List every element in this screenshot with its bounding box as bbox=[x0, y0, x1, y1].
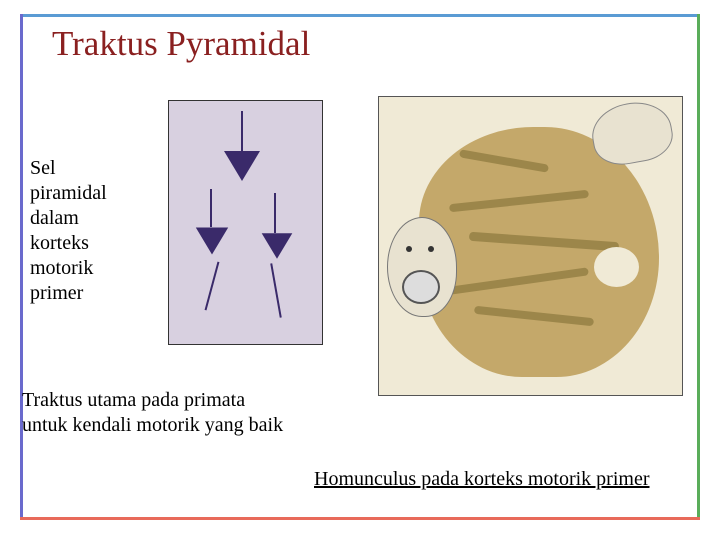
dendrite-icon bbox=[205, 262, 220, 311]
sulcus-icon bbox=[469, 232, 619, 251]
slide: Traktus Pyramidal Sel piramidal dalam ko… bbox=[0, 0, 720, 540]
left-caption: Sel piramidal dalam korteks motorik prim… bbox=[30, 156, 140, 306]
white-matter-icon bbox=[594, 247, 639, 287]
homunculus-hand-icon bbox=[587, 97, 676, 170]
homunculus-face-icon bbox=[387, 217, 457, 317]
pyramidal-cells-image bbox=[168, 100, 323, 345]
pyramidal-cell-icon bbox=[262, 233, 293, 259]
dendrite-icon bbox=[274, 193, 276, 233]
pyramidal-cell-icon bbox=[224, 151, 260, 181]
pyramidal-cell-icon bbox=[196, 228, 228, 255]
dendrite-icon bbox=[210, 189, 212, 227]
border-top bbox=[20, 14, 700, 17]
mid-caption: Traktus utama pada primata untuk kendali… bbox=[22, 388, 372, 438]
mouth-icon bbox=[402, 270, 440, 304]
border-left bbox=[20, 14, 23, 520]
homunculus-brain-image bbox=[378, 96, 683, 396]
sulcus-icon bbox=[449, 190, 589, 213]
sulcus-icon bbox=[474, 306, 594, 326]
slide-title: Traktus Pyramidal bbox=[52, 24, 310, 64]
sulcus-icon bbox=[459, 149, 549, 173]
eye-icon bbox=[406, 246, 412, 252]
bottom-caption: Homunculus pada korteks motorik primer bbox=[314, 468, 650, 491]
dendrite-icon bbox=[270, 263, 282, 318]
border-right bbox=[697, 14, 700, 520]
border-bottom bbox=[20, 517, 700, 520]
sulcus-icon bbox=[449, 267, 589, 294]
eye-icon bbox=[428, 246, 434, 252]
dendrite-icon bbox=[241, 111, 243, 151]
